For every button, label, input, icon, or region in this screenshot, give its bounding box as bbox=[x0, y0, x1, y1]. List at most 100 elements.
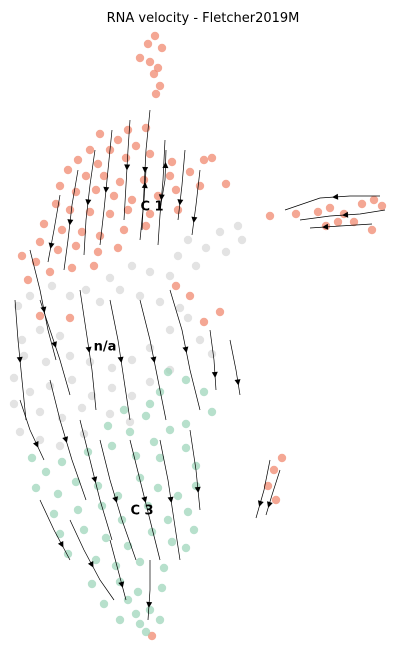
point-c1-62 bbox=[23, 275, 33, 285]
point-c3-49 bbox=[159, 563, 169, 573]
point-c3-10 bbox=[125, 427, 135, 437]
streamline-arrow-33 bbox=[266, 501, 273, 508]
point-c1-49 bbox=[95, 231, 105, 241]
point-na-16 bbox=[95, 297, 105, 307]
point-c3-57 bbox=[145, 605, 155, 615]
point-c1-11 bbox=[141, 123, 151, 133]
point-c3-32 bbox=[73, 505, 83, 515]
point-na-50 bbox=[125, 417, 135, 427]
point-na-32 bbox=[165, 325, 175, 335]
point-c3-2 bbox=[155, 387, 165, 397]
point-na-24 bbox=[17, 335, 27, 345]
point-na-35 bbox=[207, 349, 217, 359]
cluster-labels: C 1 n/a C 3 bbox=[94, 200, 164, 519]
point-c3-50 bbox=[181, 543, 191, 553]
point-c1-2 bbox=[157, 43, 167, 53]
point-c3-19 bbox=[155, 453, 165, 463]
point-c3-56 bbox=[123, 595, 133, 605]
streamline-arrow-16 bbox=[117, 356, 124, 363]
point-c3-60 bbox=[155, 615, 165, 625]
streamline-arrow-5 bbox=[48, 242, 55, 249]
point-c1-3 bbox=[135, 53, 145, 63]
point-c1-58 bbox=[31, 257, 41, 267]
point-c1-19 bbox=[93, 159, 103, 169]
point-c1-76 bbox=[377, 201, 387, 211]
point-c1-59 bbox=[45, 267, 55, 277]
streamline-arrow-27 bbox=[194, 486, 201, 493]
point-na-34 bbox=[195, 335, 205, 345]
point-na-11 bbox=[105, 273, 115, 283]
point-na-36 bbox=[9, 373, 19, 383]
point-na-45 bbox=[9, 399, 19, 409]
point-na-38 bbox=[45, 381, 55, 391]
point-c3-20 bbox=[181, 443, 191, 453]
point-c1-72 bbox=[325, 203, 335, 213]
point-c3-3 bbox=[199, 387, 209, 397]
cluster-label-0: C 1 bbox=[140, 200, 163, 215]
point-c1-54 bbox=[71, 241, 81, 251]
point-c1-25 bbox=[99, 171, 109, 181]
streamline-7 bbox=[177, 149, 186, 221]
point-c1-32 bbox=[91, 185, 101, 195]
point-c1-69 bbox=[265, 211, 275, 221]
streamline-arrow-29 bbox=[87, 560, 94, 568]
point-na-43 bbox=[145, 377, 155, 387]
point-na-42 bbox=[127, 391, 137, 401]
streamline-arrow-4 bbox=[67, 219, 74, 226]
streamline-arrow-22 bbox=[62, 436, 69, 443]
point-c1-67 bbox=[199, 317, 209, 327]
point-c1-43 bbox=[123, 205, 133, 215]
point-na-46 bbox=[35, 407, 45, 417]
streamline-arrow-13 bbox=[322, 223, 329, 230]
streamline-33 bbox=[265, 469, 281, 516]
streamline-arrow-1 bbox=[142, 166, 149, 173]
point-c1-17 bbox=[121, 153, 131, 163]
point-c3-29 bbox=[173, 491, 183, 501]
point-na-17 bbox=[81, 285, 91, 295]
point-c1-74 bbox=[357, 199, 367, 209]
point-c3-0 bbox=[163, 367, 173, 377]
streamline-arrow-10 bbox=[141, 182, 148, 189]
point-na-1 bbox=[233, 221, 243, 231]
streamline-27 bbox=[189, 429, 201, 511]
streamline-21 bbox=[19, 399, 45, 461]
point-c1-23 bbox=[63, 165, 73, 175]
point-c1-22 bbox=[207, 153, 217, 163]
point-c1-81 bbox=[277, 453, 287, 463]
streamline-arrow-32 bbox=[257, 500, 264, 507]
streamline-arrow-8 bbox=[191, 216, 198, 223]
point-c1-9 bbox=[95, 129, 105, 139]
point-c1-64 bbox=[185, 291, 195, 301]
point-c1-68 bbox=[65, 313, 75, 323]
point-c1-18 bbox=[145, 149, 155, 159]
point-c1-83 bbox=[263, 481, 273, 491]
point-c1-24 bbox=[81, 171, 91, 181]
point-c1-66 bbox=[35, 311, 45, 321]
point-c1-34 bbox=[127, 195, 137, 205]
point-na-31 bbox=[145, 343, 155, 353]
point-c3-42 bbox=[147, 527, 157, 537]
point-na-33 bbox=[183, 313, 193, 323]
point-na-15 bbox=[175, 303, 185, 313]
point-c1-77 bbox=[349, 217, 359, 227]
point-na-51 bbox=[15, 427, 25, 437]
point-na-9 bbox=[145, 267, 155, 277]
point-c1-5 bbox=[153, 63, 163, 73]
streamline-arrow-21 bbox=[33, 441, 39, 448]
point-c1-63 bbox=[171, 281, 181, 291]
point-c1-46 bbox=[39, 219, 49, 229]
velocity-streamlines bbox=[14, 109, 386, 621]
point-c3-62 bbox=[131, 609, 141, 619]
point-c1-35 bbox=[153, 191, 163, 201]
point-c1-14 bbox=[131, 141, 141, 151]
point-c1-12 bbox=[113, 135, 123, 145]
point-na-0 bbox=[215, 227, 225, 237]
point-c3-27 bbox=[135, 473, 145, 483]
point-c1-50 bbox=[119, 225, 129, 235]
point-c3-36 bbox=[163, 515, 173, 525]
streamline-arrow-24 bbox=[112, 496, 119, 503]
point-c1-48 bbox=[77, 227, 87, 237]
point-c3-44 bbox=[189, 525, 199, 535]
point-c3-40 bbox=[101, 533, 111, 543]
point-c1-60 bbox=[67, 263, 77, 273]
